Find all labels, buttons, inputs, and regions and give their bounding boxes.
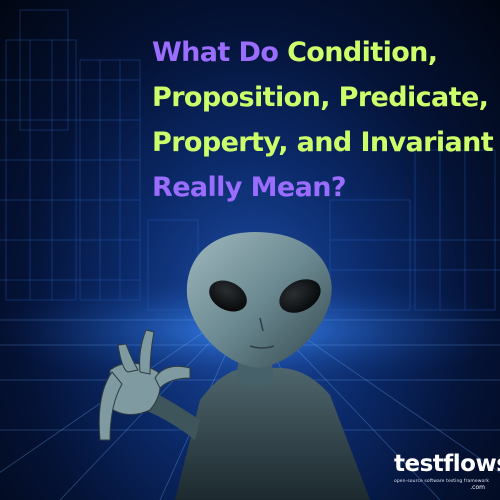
- alien-hand: [98, 329, 191, 441]
- alien-right-eye: [279, 279, 321, 313]
- testflows-logo: testflows open-source software testing f…: [394, 450, 500, 496]
- logo-wordmark: testflows: [394, 451, 500, 477]
- headline-line1-lime: Condition,: [287, 37, 438, 68]
- headline: What Do Condition, Proposition, Predicat…: [152, 30, 494, 210]
- headline-line4: Really Mean?: [152, 172, 347, 203]
- logo-domain: .com: [470, 484, 485, 491]
- alien-left-eye: [209, 280, 247, 312]
- headline-line3: Property, and Invariant: [152, 127, 494, 158]
- alien-head: [186, 232, 332, 368]
- headline-line1-purple: What Do: [152, 37, 288, 68]
- headline-line2: Proposition, Predicate,: [152, 82, 489, 113]
- alien-body: [175, 367, 370, 500]
- logo-tagline: open-source software testing framework: [394, 479, 490, 484]
